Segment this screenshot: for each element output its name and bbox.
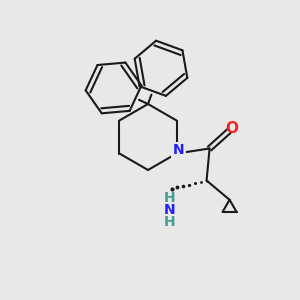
Text: O: O <box>225 121 238 136</box>
Text: N: N <box>173 143 184 158</box>
Text: H: H <box>164 214 176 229</box>
Text: H: H <box>164 191 176 206</box>
Text: N: N <box>164 203 176 218</box>
